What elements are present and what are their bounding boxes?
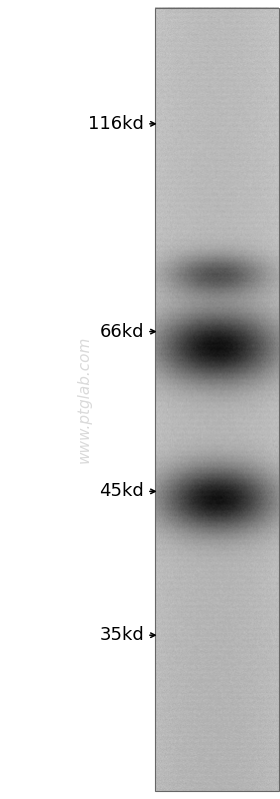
Text: 116kd: 116kd xyxy=(88,115,144,133)
Text: www.ptglab.com: www.ptglab.com xyxy=(76,336,92,463)
Bar xyxy=(155,8,279,791)
Text: 35kd: 35kd xyxy=(99,626,144,644)
Text: 66kd: 66kd xyxy=(100,323,144,340)
Text: 45kd: 45kd xyxy=(99,483,144,500)
